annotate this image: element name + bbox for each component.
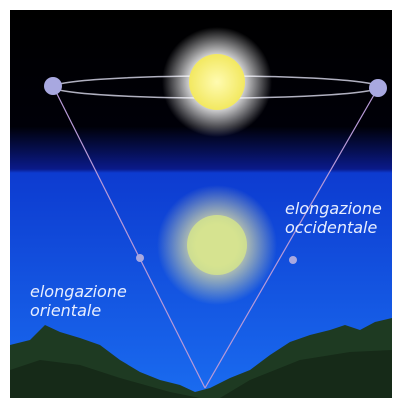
planet-projection: [289, 256, 297, 264]
illustration: elongazione occidentale elongazione orie…: [0, 0, 402, 407]
label-line: elongazione: [30, 282, 127, 301]
label-line: occidentale: [285, 218, 377, 237]
sun: [189, 54, 245, 110]
label-line: orientale: [30, 301, 101, 320]
planet-projection: [136, 254, 144, 262]
sun-reflection: [187, 215, 247, 275]
label-line: elongazione: [285, 199, 382, 218]
planet: [44, 77, 62, 95]
planet: [369, 79, 387, 97]
